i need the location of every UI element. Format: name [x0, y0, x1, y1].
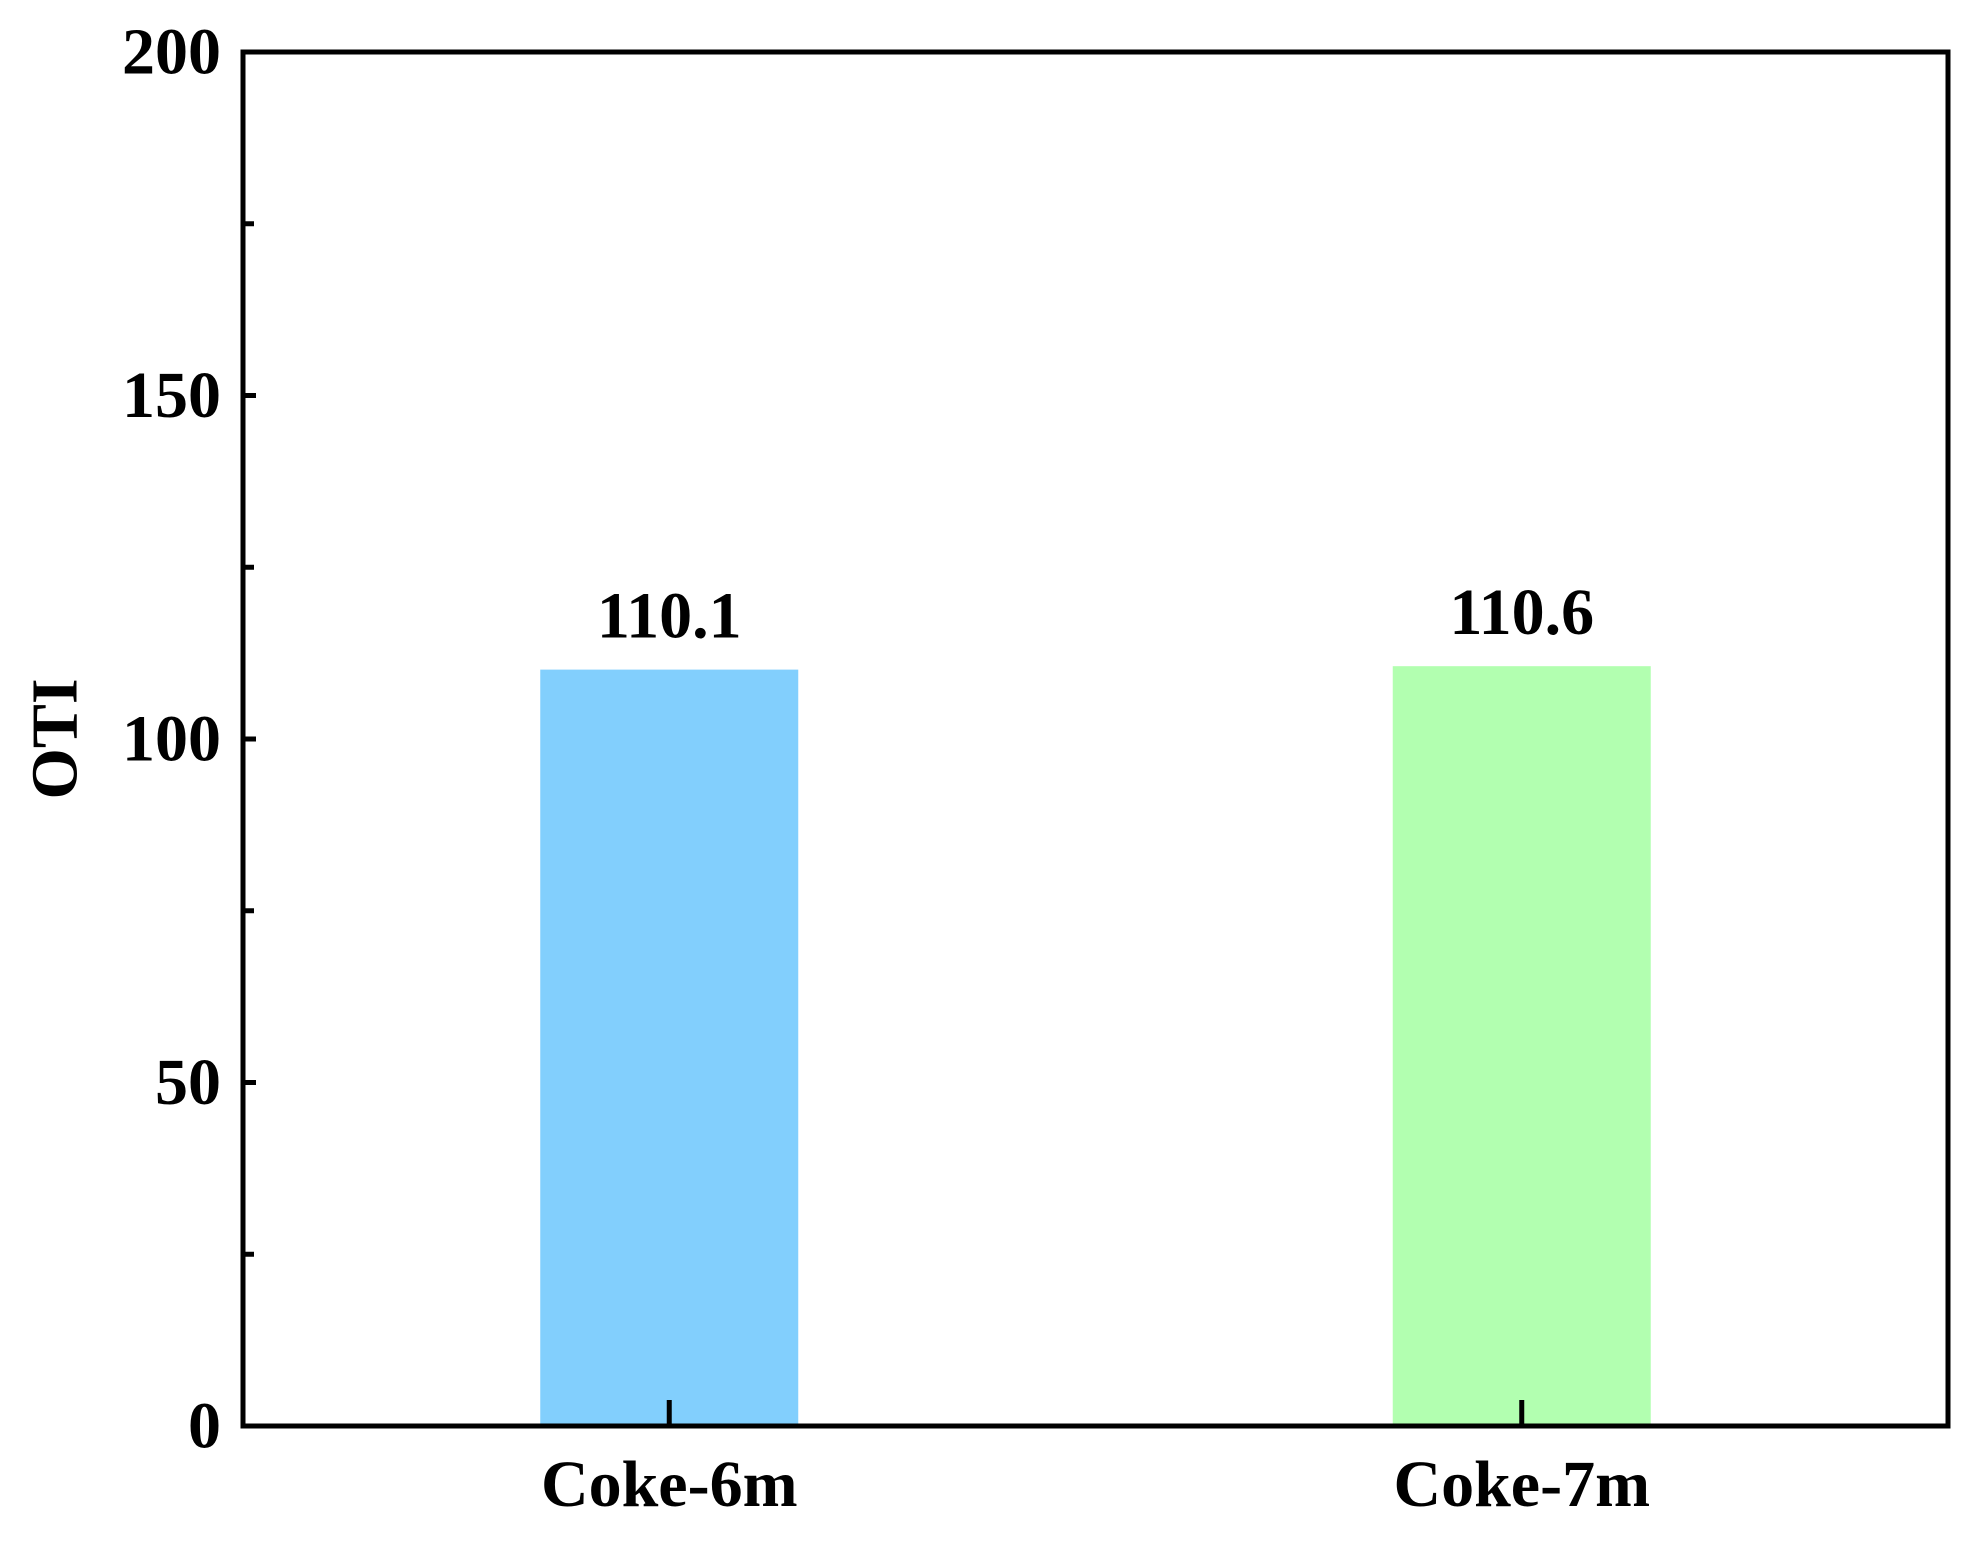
y-axis-title: OTI [19, 678, 92, 799]
x-category-label: Coke-6m [541, 1448, 798, 1521]
bar [1392, 666, 1651, 1426]
y-tick-label: 100 [122, 703, 221, 776]
plot-frame [240, 49, 1951, 1429]
labels-layer: 0 50 100 150 200 Coke-6m 110.1 Coke-7m 110.6 [122, 16, 1650, 1522]
y-tick-label: 50 [155, 1046, 221, 1119]
y-tick-label: 0 [188, 1390, 221, 1463]
bar [540, 669, 799, 1426]
bar-value-label: 110.6 [1449, 576, 1594, 649]
y-tick-label: 200 [122, 16, 221, 89]
ticks-layer [243, 49, 1525, 1429]
y-tick-label: 150 [122, 359, 221, 432]
bars-layer [540, 666, 1651, 1426]
bar-value-label: 110.1 [597, 580, 742, 653]
x-category-label: Coke-7m [1393, 1448, 1650, 1521]
